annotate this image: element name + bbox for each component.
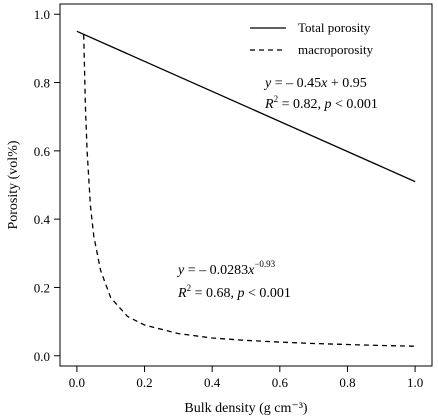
y-tick-label-5: 1.0 bbox=[34, 7, 50, 22]
y-axis-ticks: 0.0 0.2 0.4 0.6 0.8 1.0 bbox=[34, 7, 60, 364]
macro-equation-line2: R2 = 0.68, p < 0.001 bbox=[177, 283, 291, 301]
legend: Total porosity macroporosity bbox=[250, 20, 374, 57]
series-line-macroporosity bbox=[83, 34, 416, 347]
y-axis-label: Porosity (vol%) bbox=[6, 140, 21, 229]
y-tick-label-1: 0.2 bbox=[34, 280, 50, 295]
total-equation-line2: R2 = 0.82, p < 0.001 bbox=[264, 94, 378, 112]
x-tick-label-4: 0.8 bbox=[339, 375, 355, 390]
x-axis-label: Bulk density (g cm⁻³) bbox=[184, 401, 308, 416]
y-tick-label-2: 0.4 bbox=[34, 212, 51, 227]
total-equation-line1: y = – 0.45x + 0.95 bbox=[263, 76, 367, 91]
series-layer bbox=[76, 30, 416, 347]
x-tick-label-2: 0.4 bbox=[204, 375, 221, 390]
plot-frame bbox=[59, 3, 433, 367]
x-tick-label-1: 0.2 bbox=[136, 375, 152, 390]
x-tick-label-0: 0.0 bbox=[69, 375, 85, 390]
macro-equation-line1: y = – 0.0283x−0.93 bbox=[176, 259, 276, 278]
x-axis-ticks: 0.0 0.2 0.4 0.6 0.8 1.0 bbox=[69, 366, 423, 390]
x-tick-label-3: 0.6 bbox=[272, 375, 289, 390]
y-tick-label-4: 0.8 bbox=[34, 76, 50, 91]
x-tick-label-5: 1.0 bbox=[407, 375, 423, 390]
legend-label-total: Total porosity bbox=[298, 20, 371, 35]
y-tick-label-3: 0.6 bbox=[34, 144, 51, 159]
legend-label-macro: macroporosity bbox=[298, 42, 374, 57]
y-tick-label-0: 0.0 bbox=[34, 349, 50, 364]
series-line-total-porosity bbox=[76, 30, 416, 183]
